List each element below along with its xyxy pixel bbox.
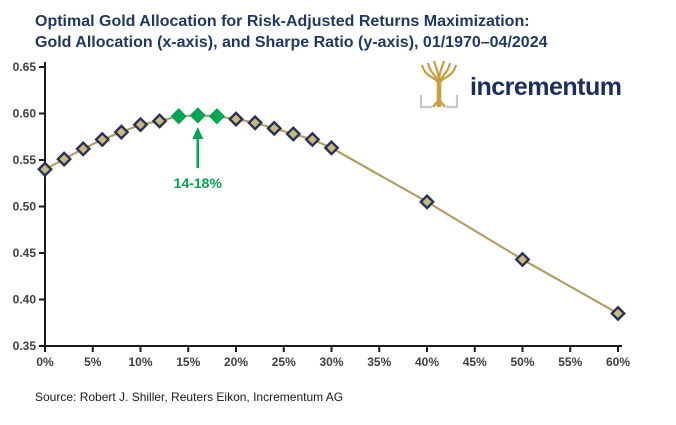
data-point-highlighted xyxy=(189,107,206,124)
x-tick-label: 35% xyxy=(367,355,391,369)
incrementum-logo: incrementum xyxy=(416,60,622,112)
y-tick-label: 0.45 xyxy=(13,246,37,260)
chart-title-line2: Gold Allocation (x-axis), and Sharpe Rat… xyxy=(35,34,548,51)
data-point xyxy=(37,161,53,178)
data-point xyxy=(228,111,244,127)
data-point xyxy=(113,124,130,140)
y-tick-label: 0.55 xyxy=(13,153,37,167)
x-tick-label: 5% xyxy=(84,355,102,369)
data-point-highlighted xyxy=(170,108,187,125)
logo-wordmark: incrementum xyxy=(470,72,622,101)
x-tick-label: 60% xyxy=(606,355,630,369)
x-tick-label: 40% xyxy=(415,355,439,369)
y-tick-label: 0.65 xyxy=(13,60,37,74)
data-point xyxy=(56,151,72,167)
x-tick-label: 0% xyxy=(36,355,54,369)
data-point xyxy=(419,193,435,210)
data-point xyxy=(266,120,283,137)
source-note: Source: Robert J. Shiller, Reuters Eikon… xyxy=(35,390,344,404)
data-point xyxy=(610,305,626,322)
data-point-highlighted xyxy=(208,108,226,125)
data-point xyxy=(514,251,531,268)
x-tick-label: 25% xyxy=(272,355,296,369)
data-point xyxy=(94,131,111,148)
data-point xyxy=(247,114,263,131)
y-tick-label: 0.60 xyxy=(13,107,37,121)
annotation-arrowhead xyxy=(192,127,204,139)
data-point xyxy=(151,113,168,129)
data-point xyxy=(75,140,92,157)
chart-title-line1: Optimal Gold Allocation for Risk-Adjuste… xyxy=(35,13,530,30)
y-tick-label: 0.50 xyxy=(13,200,37,214)
x-tick-label: 10% xyxy=(128,355,152,369)
axis-lines xyxy=(44,62,622,347)
x-tick-label: 45% xyxy=(463,355,487,369)
data-point xyxy=(304,131,321,148)
x-tick-label: 30% xyxy=(319,355,343,369)
chart-title: Optimal Gold Allocation for Risk-Adjuste… xyxy=(35,11,595,53)
x-tick-label: 15% xyxy=(176,355,200,369)
x-tick-label: 55% xyxy=(558,355,582,369)
x-tick-label: 50% xyxy=(510,355,534,369)
optimal-range-annotation: 14-18% xyxy=(173,175,222,191)
data-point xyxy=(285,126,302,142)
data-point xyxy=(132,116,149,133)
data-point xyxy=(323,140,340,156)
tree-icon xyxy=(419,60,459,109)
y-tick-label: 0.35 xyxy=(13,339,37,353)
y-tick-label: 0.40 xyxy=(13,293,37,307)
x-tick-label: 20% xyxy=(224,355,248,369)
